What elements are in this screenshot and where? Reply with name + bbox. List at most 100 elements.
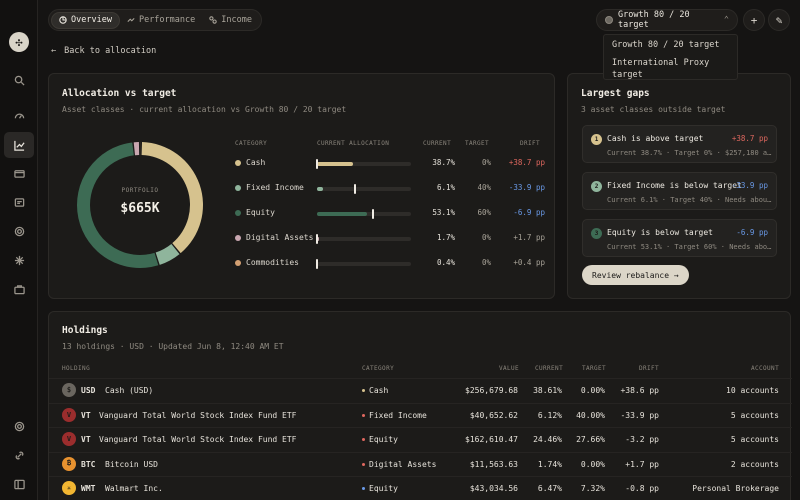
category-dot-icon: [362, 462, 365, 466]
col-holding: HOLDING: [62, 365, 91, 372]
gauge-icon[interactable]: [4, 102, 34, 128]
table-row[interactable]: V VT Vanguard Total World Stock Index Fund…: [49, 427, 792, 451]
holding-target: 0.00%: [580, 386, 605, 395]
target-option[interactable]: Growth 80 / 20 target: [612, 40, 720, 50]
holding-name: Vanguard Total World Stock Index Fund ET…: [99, 435, 299, 444]
chevron-updown-icon: ⌃: [723, 15, 729, 25]
target-marker: [372, 209, 375, 219]
holding-account: 2 accounts: [730, 459, 779, 469]
table-row[interactable]: V VT Vanguard Total World Stock Index Fund…: [49, 402, 792, 427]
target-select[interactable]: Growth 80 / 20 target ⌃: [596, 9, 738, 31]
target-icon[interactable]: [4, 218, 34, 244]
category-dot-icon: [362, 487, 365, 490]
link-off-icon[interactable]: [4, 442, 34, 468]
gap-item[interactable]: 2 Fixed Income is below target -33.9 pp Cur…: [582, 172, 777, 210]
holding-category: Equity: [362, 484, 398, 493]
target-option[interactable]: International Proxy target: [612, 58, 710, 80]
chart-icon[interactable]: [4, 132, 34, 158]
holding-category: Digital Assets: [362, 460, 436, 469]
allocation-target: 60%: [477, 208, 491, 217]
holding-category-label: Fixed Income: [369, 410, 427, 420]
col-drift: DRIFT: [639, 365, 660, 372]
holding-value: $40,652.62: [469, 410, 518, 420]
holding-category-label: Digital Assets: [369, 459, 437, 469]
gap-number-badge: 1: [591, 134, 602, 145]
holding-drift: -3.2 pp: [625, 435, 659, 444]
gap-item[interactable]: 1 Cash is above target +38.7 pp Current 38.…: [582, 125, 777, 163]
allocation-row: Equity 53.1% 60% -6.9 pp: [235, 207, 545, 221]
category-dot-icon: [362, 413, 365, 417]
allocation-current: 1.7%: [436, 233, 455, 242]
holding-current: 38.61%: [533, 386, 562, 395]
gap-number-badge: 2: [591, 181, 602, 192]
app-logo-icon[interactable]: ✣: [9, 32, 29, 52]
allocation-current: 38.7%: [432, 158, 455, 167]
holding-category: Equity: [362, 435, 398, 444]
holding-drift: -0.8 pp: [625, 484, 659, 493]
tab-performance[interactable]: Performance: [120, 12, 202, 29]
tab-overview[interactable]: Overview: [51, 11, 120, 29]
holding-value: $43,034.56: [469, 484, 518, 493]
add-button[interactable]: +: [743, 9, 765, 31]
holding-account: 5 accounts: [730, 410, 779, 420]
tab-income[interactable]: Income: [202, 12, 259, 29]
col-current: CURRENT: [423, 140, 452, 147]
holding-name: Vanguard Total World Stock Index Fund ET…: [99, 410, 299, 420]
target-marker: [316, 259, 318, 269]
holding-name: Walmart Inc.: [105, 484, 163, 493]
target-dropdown: Growth 80 / 20 target International Prox…: [603, 34, 738, 80]
gap-detail: Current 38.7% · Target 0% · $257,180 abo…: [607, 149, 773, 157]
donut-slice: [155, 243, 180, 265]
holding-drift: +1.7 pp: [625, 459, 659, 469]
tab-overview-label: Overview: [71, 15, 112, 25]
settings-icon[interactable]: [4, 413, 34, 439]
briefcase-icon[interactable]: [4, 276, 34, 302]
holdings-card: Holdings 13 holdings · USD · Updated Jun…: [48, 311, 792, 500]
allocation-bar-fill: [317, 212, 367, 216]
gap-item[interactable]: 3 Equity is below target -6.9 pp Current 53…: [582, 219, 777, 257]
category-dot-icon: [362, 389, 365, 392]
wallet-icon[interactable]: [4, 160, 34, 186]
gap-title: Fixed Income is below target: [607, 181, 742, 190]
donut-slice: [141, 142, 203, 254]
category-dot-icon: [235, 159, 241, 166]
target-select-value: Growth 80 / 20 target: [618, 10, 690, 30]
category-dot-icon: [235, 234, 241, 241]
table-row[interactable]: $ USD Cash (USD) Cash $256,679.68 38.61% 0.00%…: [49, 378, 792, 402]
gap-value: +38.7 pp: [731, 134, 768, 143]
holdings-subtitle: 13 holdings · USD · Updated Jun 8, 12:40…: [62, 342, 284, 351]
allocation-bar: [316, 259, 411, 269]
holding-current: 1.74%: [537, 459, 562, 469]
allocation-donut-chart: [77, 142, 203, 268]
gap-number-badge: 3: [591, 228, 602, 239]
receipt-icon[interactable]: [4, 189, 34, 215]
table-row[interactable]: ✳ WMT Walmart Inc. Equity $43,034.56 6.47% 7.3…: [49, 476, 792, 500]
allocation-drift: +38.7 pp: [508, 158, 545, 167]
search-icon[interactable]: [4, 67, 34, 93]
pie-chart-icon: [59, 16, 67, 24]
gaps-subtitle: 3 asset classes outside target: [581, 105, 726, 114]
holding-ticker: VT: [81, 435, 91, 444]
sidebar: ✣: [0, 0, 38, 500]
category-dot-icon: [235, 259, 241, 266]
allocation-bar-fill: [317, 187, 323, 191]
edit-button[interactable]: ✎: [768, 9, 790, 31]
review-rebalance-button[interactable]: Review rebalance →: [582, 265, 689, 285]
holding-category: Fixed Income: [362, 411, 427, 420]
sidebar-toggle-icon[interactable]: [4, 471, 34, 497]
holding-value: $256,679.68: [465, 386, 518, 395]
back-link[interactable]: ← Back to allocation: [51, 46, 156, 56]
table-row[interactable]: ₿ BTC Bitcoin USD Digital Assets $11,563.63 1…: [49, 451, 792, 476]
gap-value: -33.9 pp: [731, 181, 768, 190]
holding-ticker: VT: [81, 410, 91, 420]
target-marker: [353, 184, 356, 194]
holding-value: $162,610.47: [465, 435, 518, 444]
holding-drift: -33.9 pp: [620, 410, 659, 420]
gap-title: Cash is above target: [607, 134, 704, 143]
allocation-current: 53.1%: [432, 208, 455, 217]
sparkle-icon[interactable]: [4, 247, 34, 273]
target-dot-icon: [605, 16, 613, 24]
col-account: ACCOUNT: [751, 365, 780, 372]
col-category: CATEGORY: [235, 140, 268, 147]
arrow-left-icon: ←: [51, 46, 57, 56]
